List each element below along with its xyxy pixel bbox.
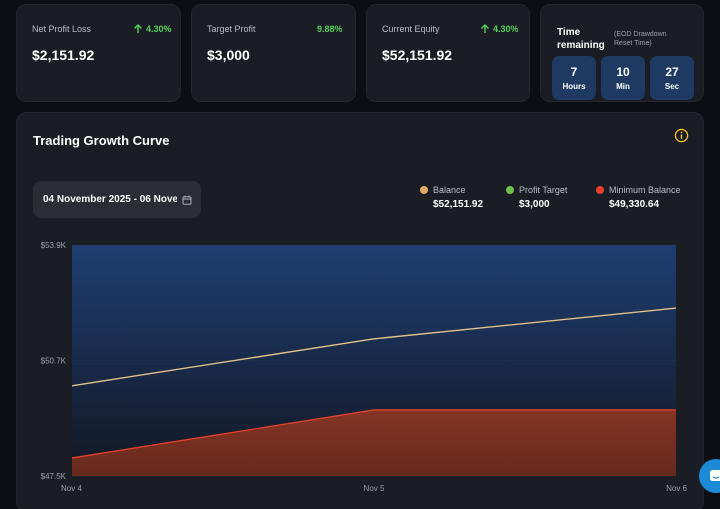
date-range-text: 04 November 2025 - 06 November 2025 bbox=[43, 194, 177, 205]
time-remaining-title: Time remaining bbox=[557, 27, 605, 51]
chart-title: Trading Growth Curve bbox=[33, 133, 170, 148]
legend-profit-target-value: $3,000 bbox=[519, 199, 550, 210]
legend-profit-target-name: Profit Target bbox=[519, 185, 568, 195]
calendar-icon bbox=[182, 195, 192, 205]
hours-value: 7 bbox=[570, 65, 578, 79]
minutes-box: 10 Min bbox=[601, 56, 645, 100]
time-remaining-card: Time remaining (EOD Drawdown Reset Time)… bbox=[540, 4, 704, 102]
current-equity-label: Current Equity bbox=[382, 24, 440, 34]
current-equity-change: 4.30% bbox=[480, 24, 519, 34]
legend-balance-value: $52,151.92 bbox=[433, 199, 484, 210]
profit-target-dot bbox=[506, 186, 514, 194]
date-range-picker[interactable]: 04 November 2025 - 06 November 2025 bbox=[33, 181, 201, 218]
time-remaining-note: (EOD Drawdown Reset Time) bbox=[614, 31, 667, 47]
current-equity-change-value: 4.30% bbox=[493, 24, 519, 34]
target-profit-value: $3,000 bbox=[207, 47, 250, 63]
target-profit-change: 9.88% bbox=[317, 24, 343, 34]
minutes-value: 10 bbox=[616, 65, 630, 79]
net-profit-change: 4.30% bbox=[133, 24, 172, 34]
balance-dot bbox=[420, 186, 428, 194]
net-profit-card: Net Profit Loss 4.30% $2,151.92 bbox=[16, 4, 181, 102]
legend-balance: Balance $52,151.92 bbox=[420, 185, 483, 210]
legend-profit-target: Profit Target $3,000 bbox=[506, 185, 567, 210]
minimum-balance-dot bbox=[596, 186, 604, 194]
legend-minimum-balance-value: $49,330.64 bbox=[609, 199, 660, 210]
trading-growth-panel: Trading Growth Curve 04 November 2025 - … bbox=[16, 112, 704, 509]
net-profit-label: Net Profit Loss bbox=[32, 24, 92, 34]
chat-icon bbox=[710, 470, 720, 481]
legend-minimum-balance: Minimum Balance $49,330.64 bbox=[596, 185, 681, 210]
minutes-label: Min bbox=[616, 82, 630, 91]
seconds-box: 27 Sec bbox=[650, 56, 694, 100]
seconds-value: 27 bbox=[665, 65, 679, 79]
net-profit-change-value: 4.30% bbox=[146, 24, 172, 34]
hours-box: 7 Hours bbox=[552, 56, 596, 100]
arrow-up-icon bbox=[134, 24, 142, 33]
hours-label: Hours bbox=[562, 82, 586, 91]
arrow-up-icon bbox=[481, 24, 489, 33]
seconds-label: Sec bbox=[664, 82, 680, 91]
net-profit-value: $2,151.92 bbox=[32, 47, 95, 63]
target-profit-label: Target Profit bbox=[207, 24, 256, 34]
target-profit-change-value: 9.88% bbox=[317, 24, 343, 34]
legend-balance-name: Balance bbox=[433, 185, 466, 195]
target-profit-card: Target Profit 9.88% $3,000 bbox=[191, 4, 356, 102]
legend-minimum-balance-name: Minimum Balance bbox=[609, 185, 681, 195]
info-icon[interactable] bbox=[674, 128, 689, 143]
current-equity-value: $52,151.92 bbox=[382, 47, 453, 63]
chat-support-button[interactable] bbox=[699, 459, 720, 493]
current-equity-card: Current Equity 4.30% $52,151.92 bbox=[366, 4, 530, 102]
